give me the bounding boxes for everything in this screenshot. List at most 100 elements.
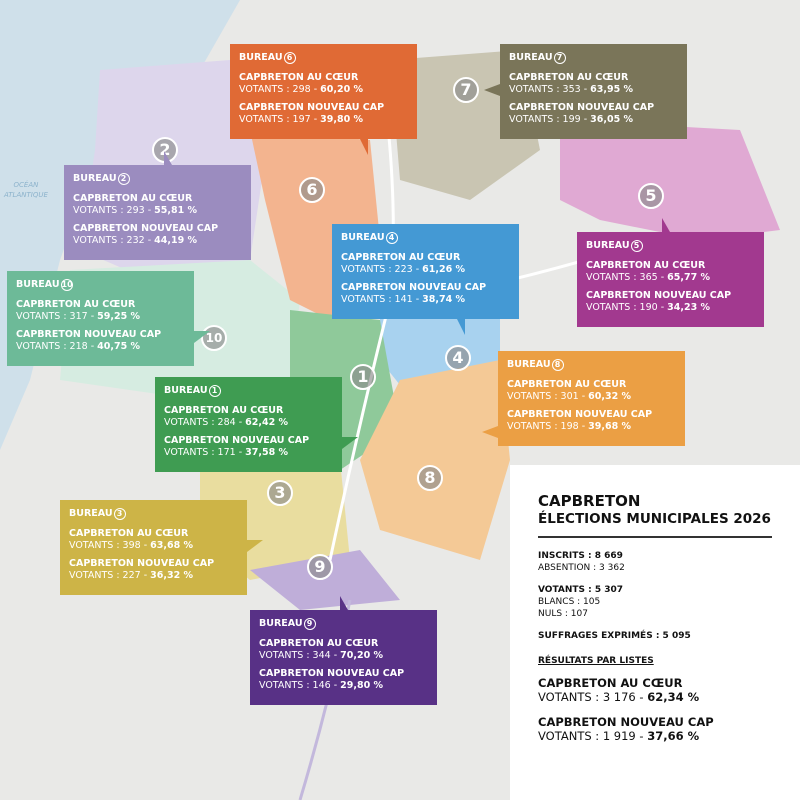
bureau-box-5: BUREAU 5 CAPBRETON AU CŒUR VOTANTS : 365 - … — [577, 218, 764, 327]
list-name: CAPBRETON NOUVEAU CAP — [586, 290, 732, 301]
bureau-marker[interactable]: 9 — [307, 554, 333, 580]
bureau-box-7: BUREAU 7 CAPBRETON AU CŒUR VOTANTS : 353 - … — [484, 44, 687, 139]
list-votes: VOTANTS : 198 - 39,68 % — [507, 421, 676, 433]
votes-pct: 62,42 % — [245, 417, 289, 428]
votes-pct: 63,68 % — [150, 540, 194, 551]
zone-5 — [560, 120, 780, 240]
list-name: CAPBRETON AU CŒUR — [509, 72, 629, 83]
bureau-box-8: BUREAU 8 CAPBRETON AU CŒUR VOTANTS : 301 - … — [482, 351, 685, 446]
pointer-tail — [360, 139, 368, 155]
bureau-box-4: BUREAU 4 CAPBRETON AU CŒUR VOTANTS : 223 - … — [332, 224, 519, 335]
suffrages-exprimes: SUFFRAGES EXPRIMÉS : 5 095 — [538, 631, 691, 641]
bureau-heading: BUREAU 4 — [341, 232, 510, 244]
pointer-tail — [164, 151, 172, 165]
bureau-marker[interactable]: 6 — [299, 177, 325, 203]
votes-count: VOTANTS : 223 - — [341, 264, 423, 275]
list-name: CAPBRETON AU CŒUR — [259, 638, 379, 649]
bureau-marker[interactable]: 5 — [638, 183, 664, 209]
bureau-box-6: BUREAU 6 CAPBRETON AU CŒUR VOTANTS : 298 - … — [230, 44, 417, 155]
votes-count: VOTANTS : 398 - — [69, 540, 151, 551]
bureau-heading: BUREAU 6 — [239, 52, 408, 64]
votes-count: VOTANTS : 146 - — [259, 680, 341, 691]
votes-pct: 39,80 % — [320, 114, 364, 125]
list-votes: VOTANTS : 146 - 29,80 % — [259, 680, 428, 692]
bureau-number: 7 — [553, 52, 566, 64]
list-name: CAPBRETON AU CŒUR — [507, 379, 627, 390]
bureau-number: 4 — [385, 232, 398, 244]
list-votes: VOTANTS : 353 - 63,95 % — [509, 84, 678, 96]
votes-count: VOTANTS : 3 176 - — [538, 690, 648, 704]
bureau-number: 1 — [208, 385, 221, 397]
list-name: CAPBRETON AU CŒUR — [586, 260, 706, 271]
votes-count: VOTANTS : 317 - — [16, 311, 98, 322]
bureau-marker[interactable]: 4 — [445, 345, 471, 371]
pointer-tail — [457, 319, 465, 335]
list-votes: VOTANTS : 190 - 34,23 % — [586, 302, 755, 314]
votants: VOTANTS : 5 307 — [538, 585, 624, 595]
pointer-tail — [247, 540, 263, 552]
zone-9 — [250, 550, 400, 610]
list-name: CAPBRETON AU CŒUR — [239, 72, 359, 83]
votes-count: VOTANTS : 141 - — [341, 294, 423, 305]
bureau-number: 8 — [551, 359, 564, 371]
bureau-marker[interactable]: 1 — [350, 364, 376, 390]
votes-count: VOTANTS : 298 - — [239, 84, 321, 95]
list-votes: VOTANTS : 3 176 - 62,34 % — [538, 690, 772, 705]
bureau-heading: BUREAU 10 — [16, 279, 185, 291]
votes-count: VOTANTS : 218 - — [16, 341, 98, 352]
list-name: CAPBRETON NOUVEAU CAP — [73, 223, 219, 234]
bureau-box-10: BUREAU 10 CAPBRETON AU CŒUR VOTANTS : 317 -… — [7, 271, 210, 366]
list-votes: VOTANTS : 398 - 63,68 % — [69, 540, 238, 552]
bureau-marker[interactable]: 7 — [453, 77, 479, 103]
results-title: RÉSULTATS PAR LISTES — [538, 656, 654, 666]
list-name: CAPBRETON NOUVEAU CAP — [509, 102, 655, 113]
votes-count: VOTANTS : 344 - — [259, 650, 341, 661]
ocean — [0, 0, 215, 450]
votes-pct: 60,32 % — [588, 391, 632, 402]
bureau-box-3: BUREAU 3 CAPBRETON AU CŒUR VOTANTS : 398 - … — [60, 500, 263, 595]
list-votes: VOTANTS : 197 - 39,80 % — [239, 114, 408, 126]
panel-result: CAPBRETON NOUVEAU CAP VOTANTS : 1 919 - … — [538, 715, 772, 744]
votes-count: VOTANTS : 171 - — [164, 447, 246, 458]
bureau-label: BUREAU — [341, 232, 385, 243]
list-votes: VOTANTS : 223 - 61,26 % — [341, 264, 510, 276]
bureau-box-9: BUREAU 9 CAPBRETON AU CŒUR VOTANTS : 344 - … — [250, 596, 437, 705]
bureau-heading: BUREAU 7 — [509, 52, 678, 64]
panel-subtitle: ÉLECTIONS MUNICIPALES 2026 — [538, 511, 771, 527]
bureau-label: BUREAU — [509, 52, 553, 63]
bureau-marker[interactable]: 3 — [267, 480, 293, 506]
votes-count: VOTANTS : 190 - — [586, 302, 668, 313]
list-votes: VOTANTS : 232 - 44,19 % — [73, 235, 242, 247]
votes-count: VOTANTS : 1 919 - — [538, 729, 648, 743]
votes-pct: 36,05 % — [590, 114, 634, 125]
bureau-number: 5 — [630, 240, 643, 252]
votes-count: VOTANTS : 198 - — [507, 421, 589, 432]
votes-pct: 36,32 % — [150, 570, 194, 581]
bureau-heading: BUREAU 8 — [507, 359, 676, 371]
bureau-box-2: BUREAU 2 CAPBRETON AU CŒUR VOTANTS : 293 - … — [64, 151, 251, 260]
list-name: CAPBRETON NOUVEAU CAP — [259, 668, 405, 679]
nuls: NULS : 107 — [538, 609, 588, 619]
bureau-label: BUREAU — [259, 618, 303, 629]
list-votes: VOTANTS : 1 919 - 37,66 % — [538, 729, 772, 744]
list-name: CAPBRETON AU CŒUR — [538, 676, 683, 690]
pointer-tail — [340, 596, 348, 610]
votes-pct: 60,20 % — [320, 84, 364, 95]
ocean-label: OCÉAN ATLANTIQUE — [4, 180, 48, 200]
list-name: CAPBRETON NOUVEAU CAP — [164, 435, 310, 446]
bureau-number: 10 — [60, 279, 73, 291]
list-votes: VOTANTS : 365 - 65,77 % — [586, 272, 755, 284]
votes-pct: 40,75 % — [97, 341, 141, 352]
list-votes: VOTANTS : 293 - 55,81 % — [73, 205, 242, 217]
votes-pct: 63,95 % — [590, 84, 634, 95]
bureau-marker[interactable]: 2 — [152, 137, 178, 163]
bureau-heading: BUREAU 3 — [69, 508, 238, 520]
bureau-marker[interactable]: 8 — [417, 465, 443, 491]
bureau-number: 9 — [303, 618, 316, 630]
bureau-label: BUREAU — [164, 385, 208, 396]
bureau-label: BUREAU — [69, 508, 113, 519]
bureau-heading: BUREAU 5 — [586, 240, 755, 252]
absention: ABSENTION : 3 362 — [538, 563, 625, 573]
list-votes: VOTANTS : 284 - 62,42 % — [164, 417, 333, 429]
votes-count: VOTANTS : 197 - — [239, 114, 321, 125]
